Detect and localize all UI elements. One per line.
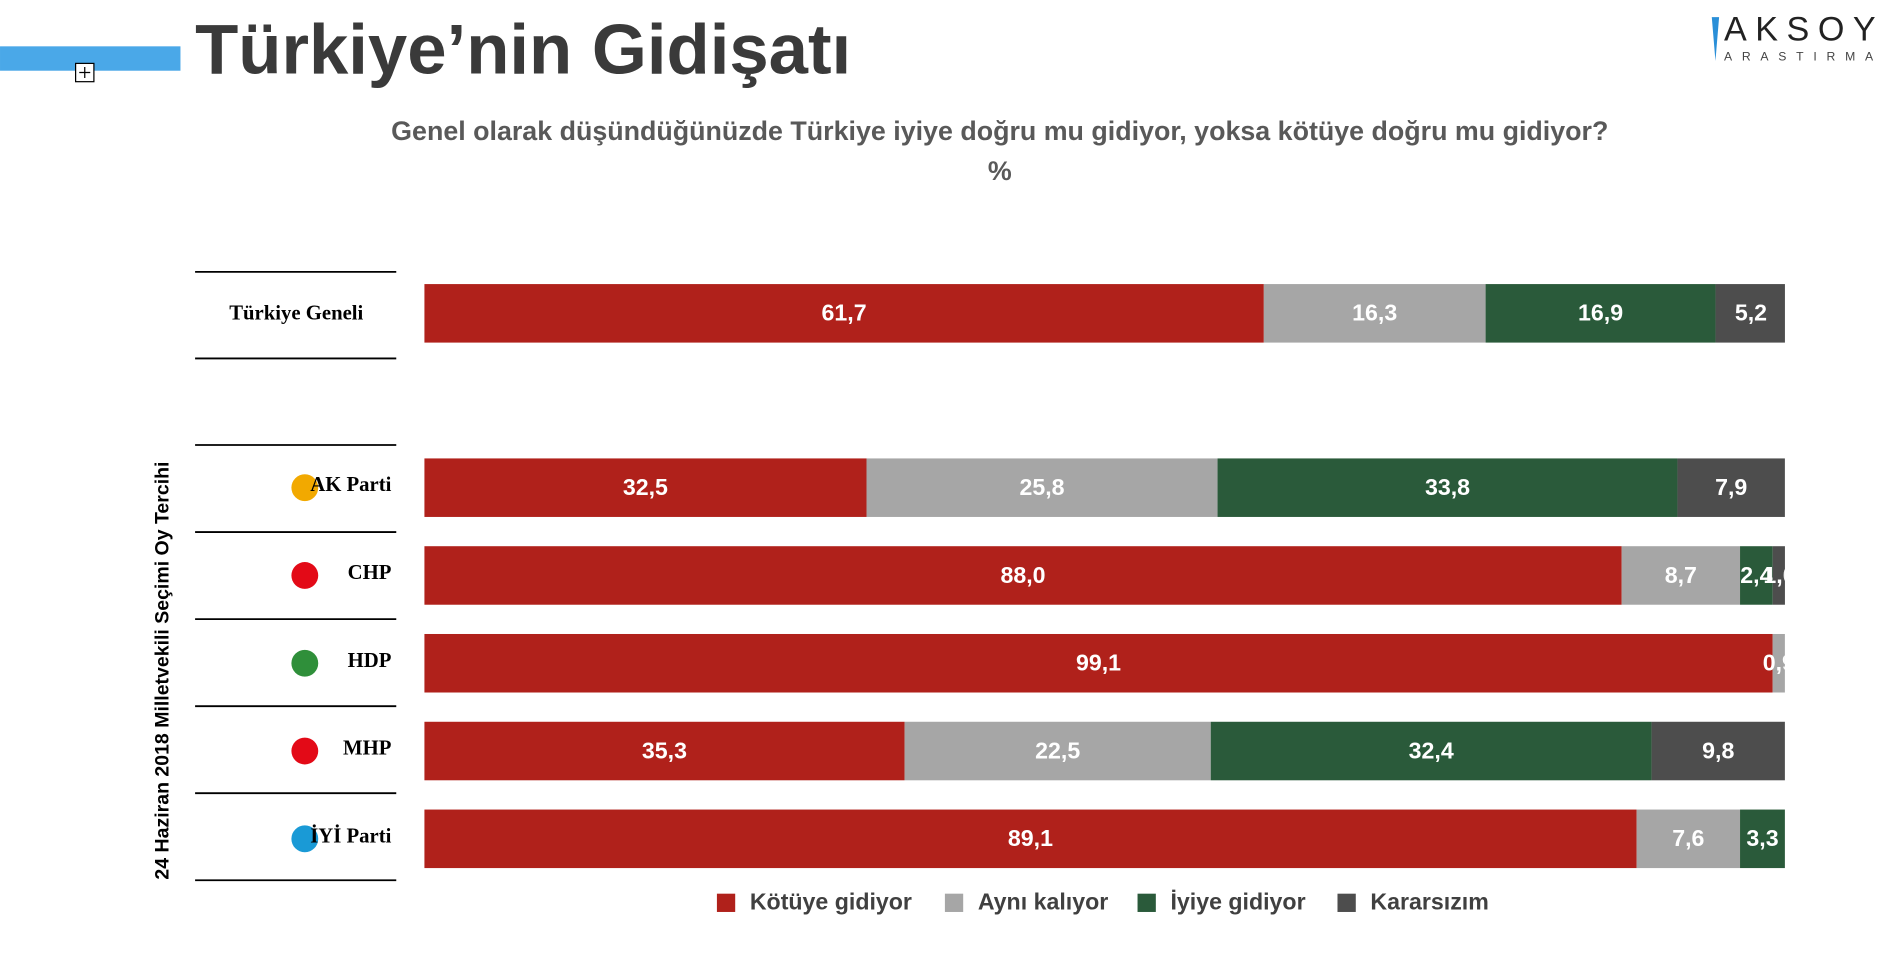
bar-segment	[866, 458, 1218, 517]
logo: AKSOY	[1724, 11, 1884, 49]
party-logo	[291, 562, 319, 589]
value-label: 32,4	[1409, 737, 1454, 763]
legend-swatch	[716, 893, 736, 912]
expand-icon-plus	[79, 67, 91, 79]
value-label: 22,5	[1035, 737, 1080, 763]
value-label: 88,0	[1000, 562, 1045, 588]
logo-mark	[1711, 17, 1720, 61]
y-axis-label: 24 Haziran 2018 Milletvekili Seçimi Oy T…	[152, 462, 174, 880]
value-label: 0,9	[1763, 650, 1795, 676]
party-logo	[291, 649, 319, 677]
value-label: 2,4	[1740, 562, 1772, 588]
bar-segment	[1636, 809, 1741, 869]
legend-label: Aynı kalıyor	[978, 889, 1108, 915]
legend-label: Kararsızım	[1370, 889, 1488, 915]
value-label: 3,3	[1746, 825, 1778, 851]
bar-segment	[1621, 546, 1741, 605]
value-label: 33,8	[1425, 474, 1470, 500]
category-label: HDP	[348, 650, 392, 672]
value-label: 35,3	[642, 737, 687, 763]
legend-swatch	[944, 893, 964, 912]
bar-segment	[1210, 721, 1652, 781]
value-label: 61,7	[822, 300, 867, 326]
value-label: 25,8	[1019, 474, 1064, 500]
bar-segment	[1677, 458, 1785, 517]
bar-segment	[424, 284, 1264, 343]
bar-segment	[1740, 546, 1773, 605]
bar-segment	[1740, 809, 1785, 869]
bar-segment	[424, 546, 1622, 605]
party-logo	[291, 737, 319, 765]
category-label: AK Parti	[310, 474, 391, 496]
value-label: 1,0	[1763, 562, 1795, 588]
bar-segment	[904, 721, 1211, 781]
value-label: 89,1	[1008, 825, 1053, 851]
chart-title: Genel olarak düşündüğünüzde Türkiye iyiy…	[391, 116, 1608, 146]
chart-subtitle: %	[988, 156, 1012, 186]
row-separators	[195, 270, 397, 882]
bar-segment	[424, 809, 1637, 869]
value-label: 8,7	[1665, 562, 1697, 588]
party-logo	[291, 825, 319, 853]
bar-segment	[424, 458, 867, 517]
bars: 61,7 16,3 16,9 5,2 32,5 25,8 33,8 7,9 88,0 8,7 2,4…	[424, 284, 1795, 869]
logo-sub: ARASTIRMA	[1724, 50, 1883, 64]
category-label: Türkiye Geneli	[229, 302, 363, 324]
legend-swatch	[1137, 893, 1156, 912]
bar-segment	[1772, 633, 1785, 693]
bar-segment	[1772, 546, 1785, 605]
value-label: 16,9	[1578, 300, 1623, 326]
category-label: MHP	[343, 738, 392, 760]
bar-segment	[424, 721, 905, 781]
value-label: 99,1	[1076, 650, 1121, 676]
bar-segment	[1485, 284, 1716, 343]
category-label: CHP	[348, 562, 392, 584]
legend-label: Kötüye gidiyor	[750, 889, 912, 915]
bar-segment	[1263, 284, 1486, 343]
party-logo	[291, 474, 319, 502]
value-label: 9,8	[1702, 737, 1734, 763]
bar-segment	[424, 633, 1773, 693]
bar-segment	[1651, 721, 1785, 781]
value-label: 7,6	[1672, 825, 1704, 851]
bar-segment	[1715, 284, 1785, 343]
legend: Kötüye gidiyor Aynı kalıyor İyiye gidiyor K…	[716, 889, 1489, 915]
bar-segment	[1217, 458, 1678, 517]
legend-swatch	[1337, 893, 1356, 912]
value-label: 5,2	[1735, 300, 1767, 326]
page-title: Türkiye’nin Gidişatı	[195, 10, 851, 89]
value-label: 16,3	[1352, 300, 1397, 326]
value-label: 32,5	[623, 474, 668, 500]
legend-label: İyiye gidiyor	[1170, 889, 1305, 915]
value-label: 7,9	[1715, 474, 1747, 500]
category-label: İYİ Parti	[310, 823, 391, 847]
